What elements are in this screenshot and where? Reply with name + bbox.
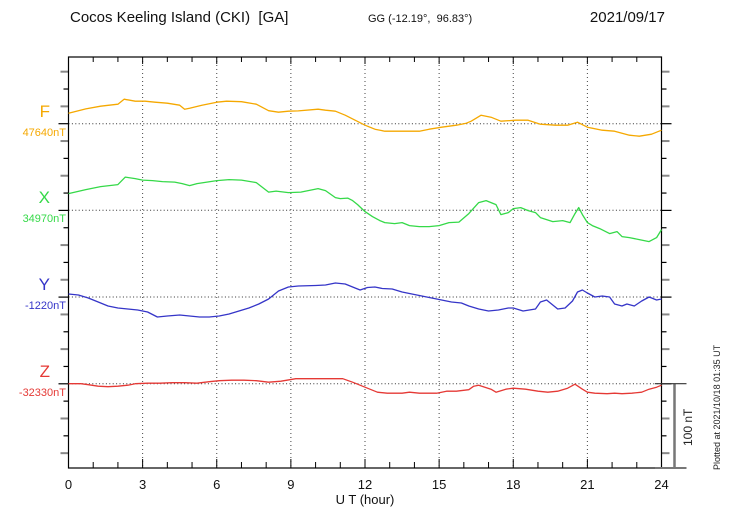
x-tick-label-6: 6	[213, 477, 221, 492]
x-tick-label-21: 21	[580, 477, 595, 492]
plot-date: 2021/09/17	[589, 9, 665, 26]
plotted-at-note: Plotted at 2021/10/18 01:35 UT	[712, 344, 722, 470]
channel-label-X: X	[38, 188, 50, 208]
channel-base-X: 34970nT	[22, 213, 66, 226]
trace-F	[68, 98, 662, 137]
geographic-coordinates: GG (-12.19°, 96.83°)	[368, 13, 473, 25]
x-tick-label-3: 3	[139, 477, 147, 492]
channel-base-Z: -32330nT	[18, 386, 66, 399]
channel-label-Y: Y	[38, 275, 50, 294]
x-tick-label-24: 24	[654, 477, 669, 492]
station-title: Cocos Keeling Island (CKI) [GA]	[70, 9, 289, 26]
channel-label-F: F	[39, 101, 50, 121]
x-tick-label-9: 9	[287, 477, 295, 492]
x-tick-label-18: 18	[506, 477, 521, 492]
scale-bar	[655, 383, 687, 469]
channel-base-Y: -1220nT	[25, 300, 66, 312]
trace-Y	[68, 282, 662, 318]
channel-base-F: 47640nT	[22, 126, 66, 139]
channel-label-Z: Z	[39, 361, 50, 381]
x-tick-label-12: 12	[357, 477, 373, 492]
plot-frame	[67, 56, 663, 469]
x-axis-label: U T (hour)	[335, 492, 395, 507]
hour-ticks	[68, 57, 662, 468]
scale-bar-label: 100 nT	[681, 408, 695, 446]
trace-Z	[68, 378, 662, 395]
x-tick-label-0: 0	[64, 477, 73, 492]
trace-X	[68, 176, 663, 243]
nt-ticks	[58, 70, 672, 455]
x-tick-label-15: 15	[431, 477, 447, 492]
